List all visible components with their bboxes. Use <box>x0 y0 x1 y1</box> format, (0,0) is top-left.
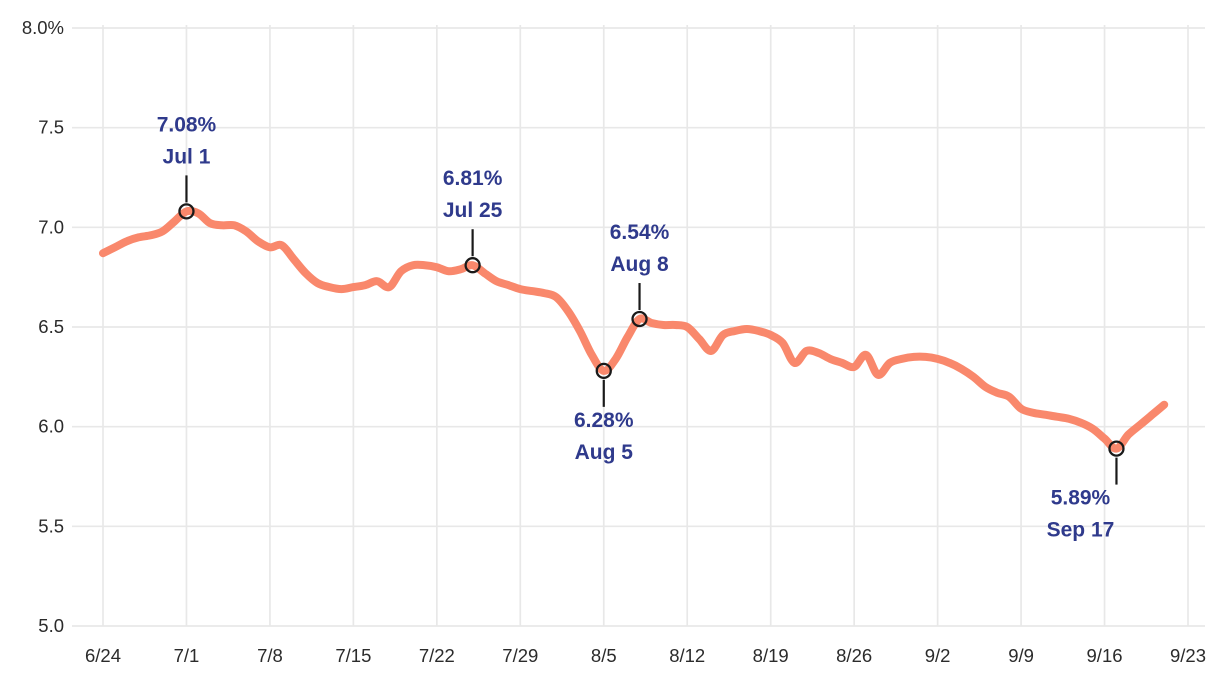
y-axis-tick-label: 5.5 <box>38 515 64 536</box>
y-axis-tick-label: 7.5 <box>38 117 64 138</box>
y-axis-tick-label: 8.0% <box>22 17 64 38</box>
x-axis-tick-label: 8/19 <box>753 645 789 666</box>
annotation-value-label: 5.89% <box>1051 487 1111 510</box>
y-axis-tick-label: 6.0 <box>38 416 64 437</box>
x-axis-tick-label: 6/24 <box>85 645 121 666</box>
y-axis-tick-label: 6.5 <box>38 316 64 337</box>
annotation-point-marker <box>1108 440 1125 457</box>
annotation-point-marker <box>464 257 481 274</box>
annotation-date-label: Aug 5 <box>575 441 634 464</box>
x-axis-tick-label: 8/5 <box>591 645 617 666</box>
y-axis-tick-label: 5.0 <box>38 615 64 636</box>
annotation-date-label: Sep 17 <box>1047 519 1115 542</box>
annotation-point-marker <box>178 203 195 220</box>
annotation-date-label: Jul 25 <box>443 199 503 222</box>
annotations: 7.08% Jul 1 6.81% Jul 25 6.54% Aug 8 6.28% Aug … <box>157 113 1125 542</box>
annotation-value-label: 6.54% <box>610 221 670 244</box>
x-axis-tick-label: 9/16 <box>1087 645 1123 666</box>
annotation-value-label: 6.81% <box>443 167 503 190</box>
x-axis-tick-label: 9/9 <box>1008 645 1034 666</box>
x-axis-tick-label: 7/22 <box>419 645 455 666</box>
x-axis-tick-label: 7/15 <box>335 645 371 666</box>
axis-labels: 5.0 5.5 6.0 6.5 7.0 7.5 8.0% 6/24 7/1 7/8 7/15 7/22… <box>22 17 1206 666</box>
x-axis-tick-label: 8/12 <box>669 645 705 666</box>
annotation-date-label: Aug 8 <box>610 253 669 276</box>
x-axis-tick-label: 7/1 <box>174 645 200 666</box>
x-axis-tick-label: 9/23 <box>1170 645 1206 666</box>
x-axis-tick-label: 7/29 <box>502 645 538 666</box>
y-axis-tick-label: 7.0 <box>38 216 64 237</box>
annotation-value-label: 7.08% <box>157 113 217 136</box>
x-axis-tick-label: 8/26 <box>836 645 872 666</box>
x-axis-tick-label: 9/2 <box>925 645 951 666</box>
annotation-value-label: 6.28% <box>574 409 634 432</box>
rate-line-series <box>99 206 1169 453</box>
annotation-date-label: Jul 1 <box>163 145 211 168</box>
x-axis-tick-label: 7/8 <box>257 645 283 666</box>
annotation-point-marker <box>595 362 612 380</box>
annotation-point-marker <box>631 310 648 328</box>
